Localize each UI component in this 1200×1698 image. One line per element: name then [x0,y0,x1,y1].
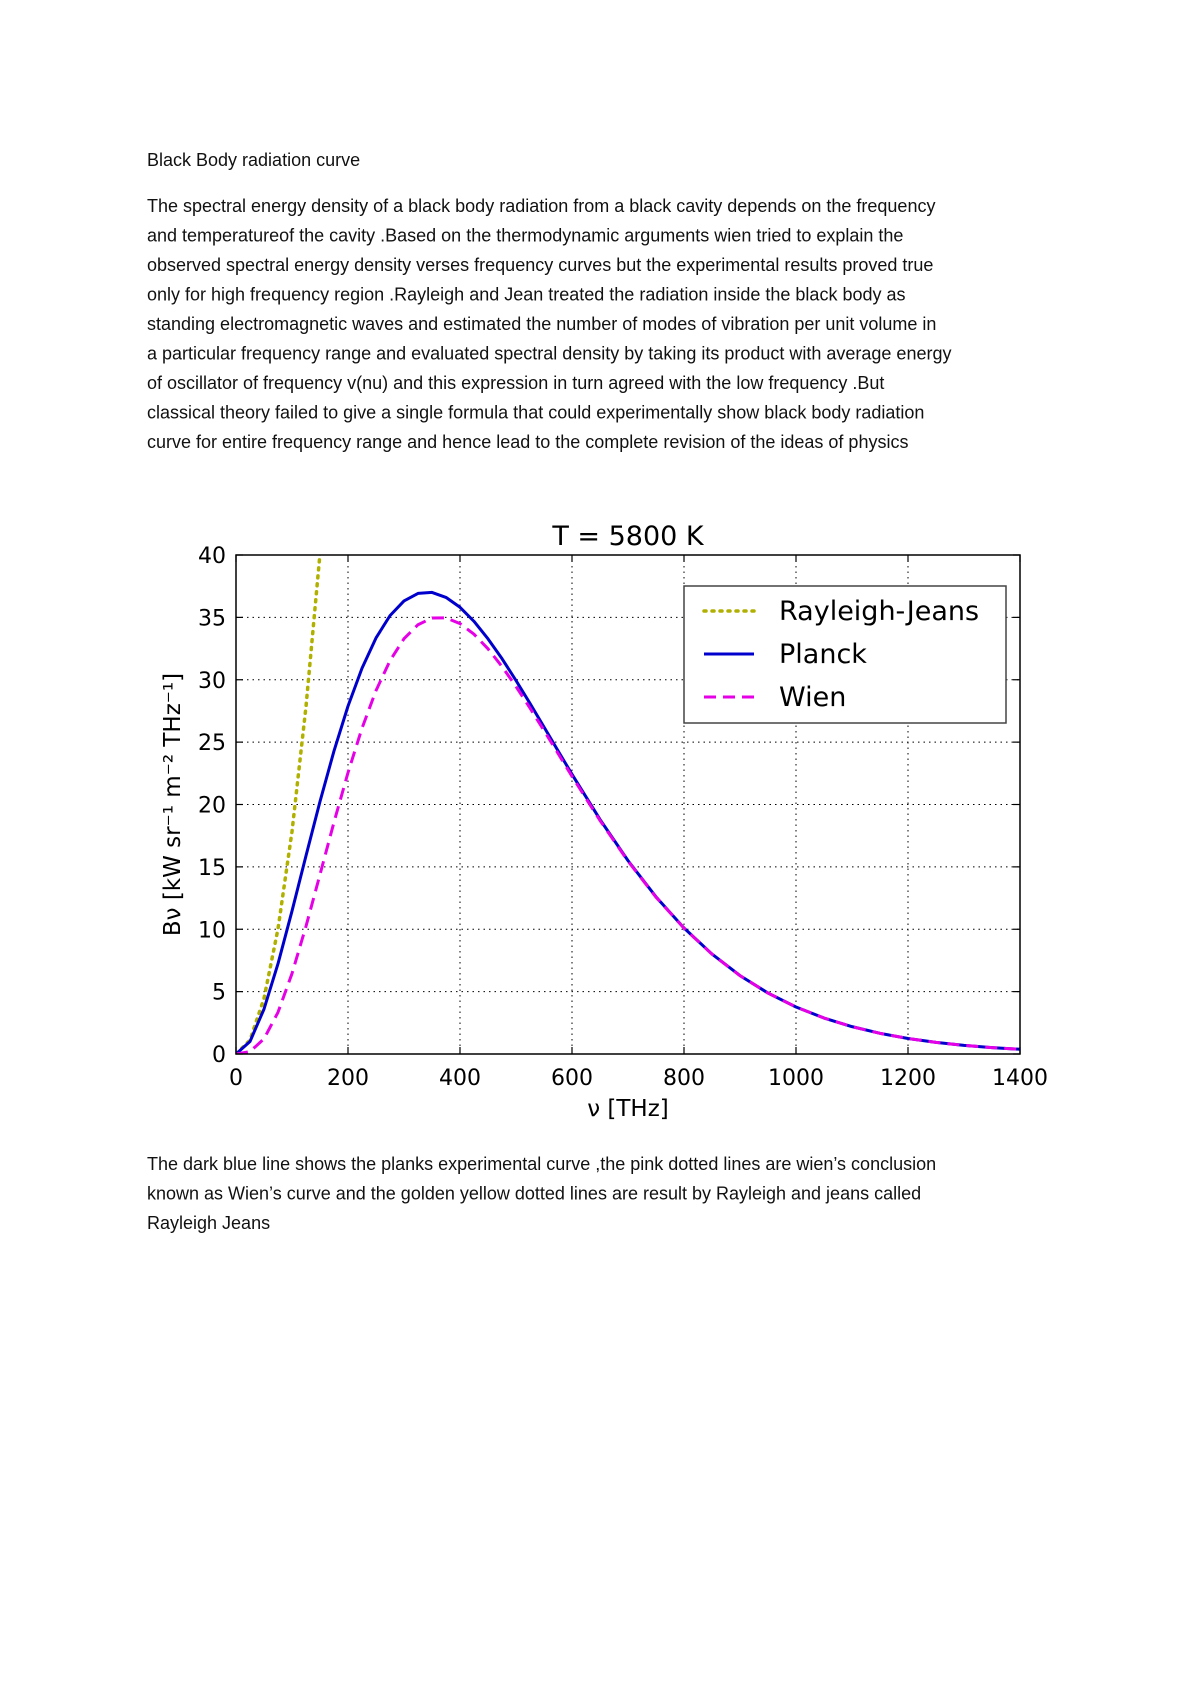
x-tick-label: 600 [551,1066,593,1091]
paragraph-line: The spectral energy density of a black b… [147,196,935,216]
plot-area [236,555,1020,1054]
legend-label: Rayleigh-Jeans [779,596,979,627]
heading: Black Body radiation curve [147,150,360,170]
y-tick-label: 20 [198,794,226,819]
series-line [236,590,1020,1054]
x-tick-label: 400 [439,1066,481,1091]
x-tick-label: 1400 [992,1066,1048,1091]
paragraph-line: a particular frequency range and evaluat… [147,344,951,364]
y-tick-label: 25 [198,731,226,756]
y-tick-label: 15 [198,856,226,881]
chart: T = 5800 K ν [THz] Bν [kW sr⁻¹ m⁻² THz⁻¹] 0… [160,521,1048,1122]
paragraph-line: of oscillator of frequency v(nu) and thi… [147,373,884,393]
x-tick-label: 1000 [768,1066,824,1091]
paragraph-line: and temperatureof the cavity .Based on t… [147,226,903,246]
x-tick-label: 1200 [880,1066,936,1091]
paragraph-line: standing electromagnetic waves and estim… [147,314,936,334]
y-axis-label: Bν [kW sr⁻¹ m⁻² THz⁻¹] [160,673,186,936]
series-line [236,555,322,1054]
x-axis-label: ν [THz] [587,1096,669,1122]
x-tick-label: 0 [229,1066,243,1091]
caption-line: known as Wien’s curve and the golden yel… [147,1184,921,1204]
x-tick-label: 200 [327,1066,369,1091]
y-tick-label: 30 [198,669,226,694]
legend-label: Planck [779,639,867,670]
chart-title: T = 5800 K [551,521,705,552]
y-tick-label: 10 [198,918,226,943]
y-tick-label: 40 [198,544,226,569]
paragraph-line: observed spectral energy density verses … [147,255,933,275]
caption-line: The dark blue line shows the planks expe… [147,1154,936,1174]
paragraph-line: classical theory failed to give a single… [147,403,924,423]
legend: Rayleigh-Jeans Planck Wien [683,585,1007,724]
paragraph-line: curve for entire frequency range and hen… [147,432,908,452]
y-tick-label: 35 [198,606,226,631]
x-tick-label: 800 [663,1066,705,1091]
paragraph-line: only for high frequency region .Rayleigh… [147,285,906,305]
caption-line: Rayleigh Jeans [147,1213,270,1233]
legend-label: Wien [779,682,846,713]
y-tick-label: 0 [212,1043,226,1068]
y-tick-label: 5 [212,981,226,1006]
plot-frame [235,554,1021,1055]
